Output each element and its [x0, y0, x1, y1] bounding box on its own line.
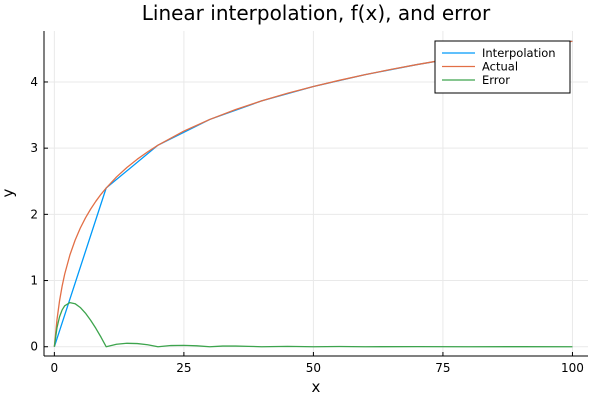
x-axis-label: x [312, 378, 321, 396]
y-axis-label: y [0, 188, 17, 197]
x-tick-label: 0 [51, 361, 59, 375]
legend-label-actual: Actual [482, 60, 518, 74]
legend-label-error: Error [482, 73, 510, 87]
y-tick-label: 1 [30, 274, 38, 288]
axes [43, 31, 588, 357]
x-tick-label: 25 [176, 361, 191, 375]
y-tick-label: 3 [30, 141, 38, 155]
x-tick-label: 75 [435, 361, 450, 375]
y-tick-label: 0 [30, 340, 38, 354]
y-tick-label: 2 [30, 207, 38, 221]
tick-labels: 0 25 50 75 100 0 1 2 3 4 [30, 75, 584, 375]
y-tick-label: 4 [30, 75, 38, 89]
legend-label-interpolation: Interpolation [482, 46, 556, 60]
x-tick-label: 100 [561, 361, 584, 375]
series-line-actual [53, 40, 573, 347]
x-tick-label: 50 [306, 361, 321, 375]
series-line-error [53, 301, 573, 348]
chart-title: Linear interpolation, f(x), and error [142, 1, 491, 25]
